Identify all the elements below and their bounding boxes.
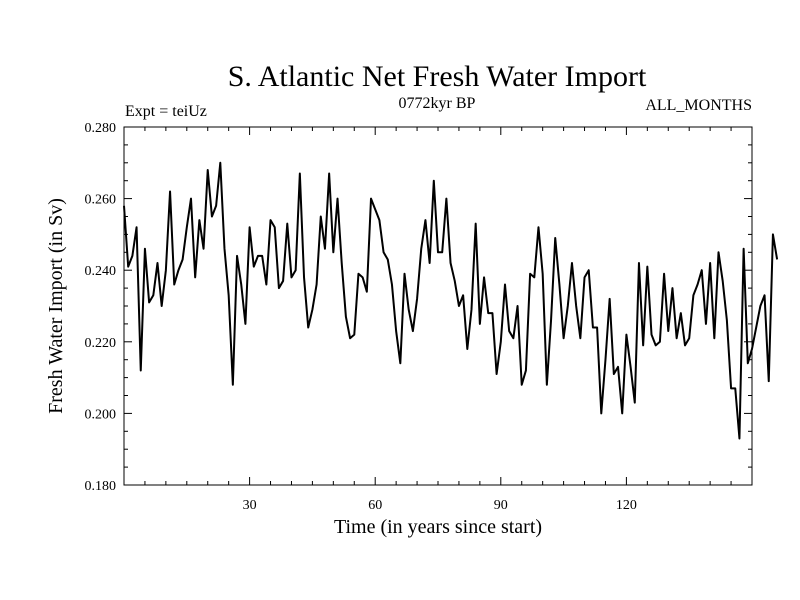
x-tick-labels: 30 60 90 120 [243, 498, 637, 513]
y-tick-label: 0.260 [85, 193, 117, 208]
period-label: 0772kyr BP [399, 95, 476, 112]
months-label: ALL_MONTHS [645, 97, 752, 114]
experiment-label: Expt = teiUz [125, 103, 207, 120]
y-tick-label: 0.200 [85, 407, 117, 422]
x-tick-label: 60 [368, 498, 382, 513]
x-tick-label: 90 [494, 498, 508, 513]
y-tick-label: 0.280 [85, 121, 117, 136]
y-tick-labels: 0.180 0.200 0.220 0.240 0.260 0.280 [85, 121, 117, 494]
x-axis-label: Time (in years since start) [334, 516, 542, 538]
chart-title: S. Atlantic Net Fresh Water Import [228, 60, 647, 93]
y-tick-label: 0.180 [85, 479, 117, 494]
x-tick-label: 120 [616, 498, 637, 513]
axis-ticks [124, 127, 752, 485]
y-tick-label: 0.220 [85, 336, 117, 351]
series-line-fresh-water-import [123, 161, 779, 440]
y-tick-label: 0.240 [85, 264, 117, 279]
y-axis-label: Fresh Water Import (in Sv) [45, 198, 67, 414]
plot-frame [123, 126, 753, 486]
x-tick-label: 30 [243, 498, 257, 513]
